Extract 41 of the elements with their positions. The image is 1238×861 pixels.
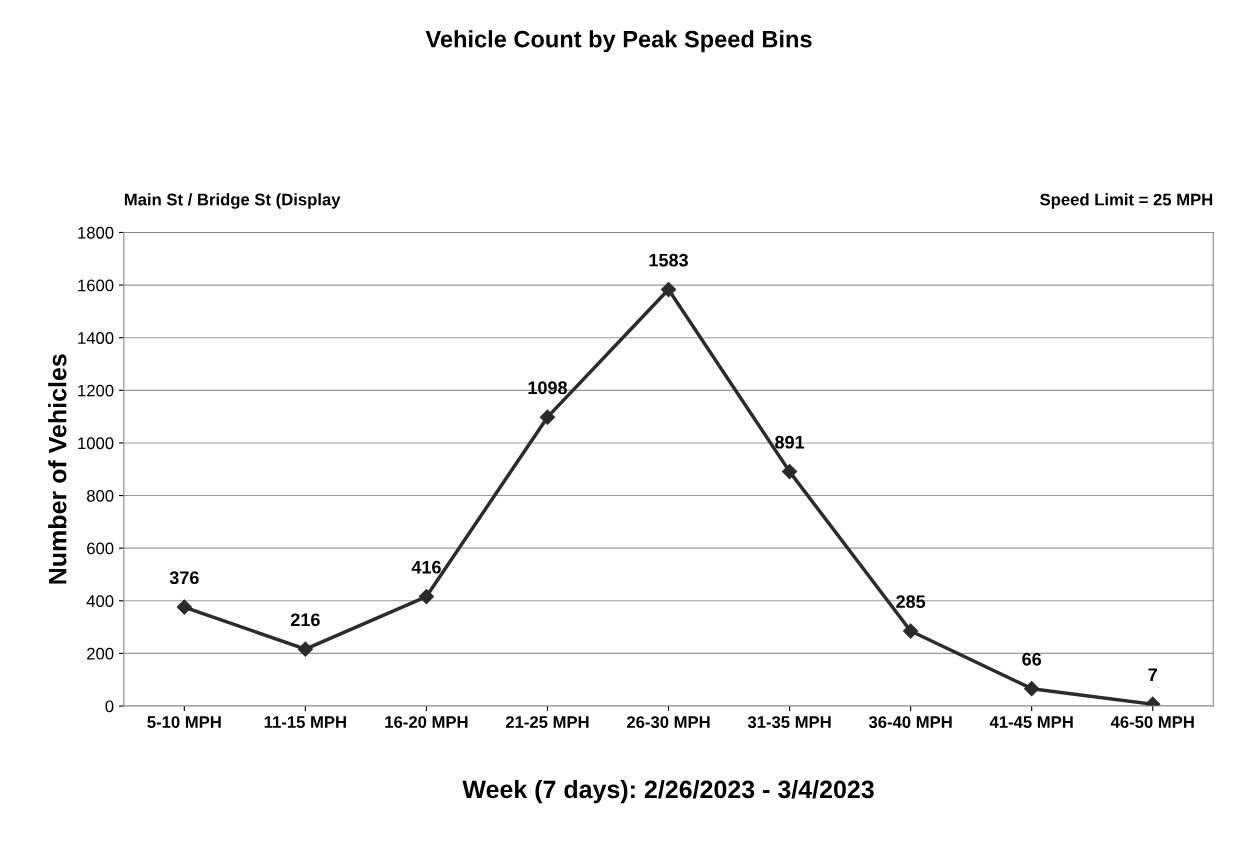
- x-tick-label: 11-15 MPH: [264, 716, 346, 728]
- text: Main St / Bridge St (Display: [124, 193, 341, 209]
- x-tick-label: 36-40 MPH: [868, 716, 952, 729]
- y-tick-label: 1800: [78, 226, 114, 239]
- point: [660, 281, 677, 298]
- y-tick-label: 0: [105, 700, 114, 713]
- y-tick-label: 1200: [78, 384, 114, 397]
- data-label: 285: [896, 595, 926, 609]
- point: [1024, 681, 1040, 697]
- point: [297, 641, 313, 657]
- x-tick-label: 41-45 MPH: [989, 716, 1073, 728]
- point: [903, 623, 919, 639]
- data-label: 216: [290, 613, 320, 627]
- y-tick-label: 600: [87, 542, 114, 555]
- point: [176, 599, 192, 615]
- x-tick-label: 5-10 MPH: [147, 716, 221, 728]
- y-tick-label: 200: [87, 647, 114, 660]
- y-tick-label: 800: [87, 489, 114, 502]
- x-tick-label: 26-30 MPH: [626, 716, 710, 729]
- x-axis-title: Week (7 days): 2/26/2023 - 3/4/2023: [462, 779, 874, 804]
- data-label: 1583: [649, 253, 688, 267]
- y-tick-label: 400: [86, 595, 114, 607]
- x-tick-label: 21-25 MPH: [505, 716, 589, 728]
- text: Speed Limit = 25 MPH: [1040, 193, 1213, 209]
- data-label: 66: [1022, 652, 1042, 666]
- chart-title: Vehicle Count by Peak Speed Bins: [425, 30, 812, 53]
- data-label: 1098: [528, 381, 567, 395]
- point: [539, 409, 556, 425]
- y-tick-label: 1600: [78, 279, 114, 292]
- data-label: 376: [169, 571, 199, 585]
- point: [418, 589, 434, 605]
- data-label: 891: [775, 435, 805, 449]
- y-tick-label: 1400: [78, 332, 114, 344]
- data-label: 7: [1148, 668, 1157, 681]
- point: [781, 464, 798, 480]
- data-label: 416: [411, 560, 441, 574]
- y-tick-label: 1000: [78, 437, 114, 450]
- x-tick-label: 16-20 MPH: [385, 716, 468, 728]
- x-tick-label: 31-35 MPH: [747, 716, 831, 729]
- x-tick-label: 46-50 MPH: [1110, 716, 1194, 728]
- y-axis-title: Number of Vehicles: [48, 354, 67, 584]
